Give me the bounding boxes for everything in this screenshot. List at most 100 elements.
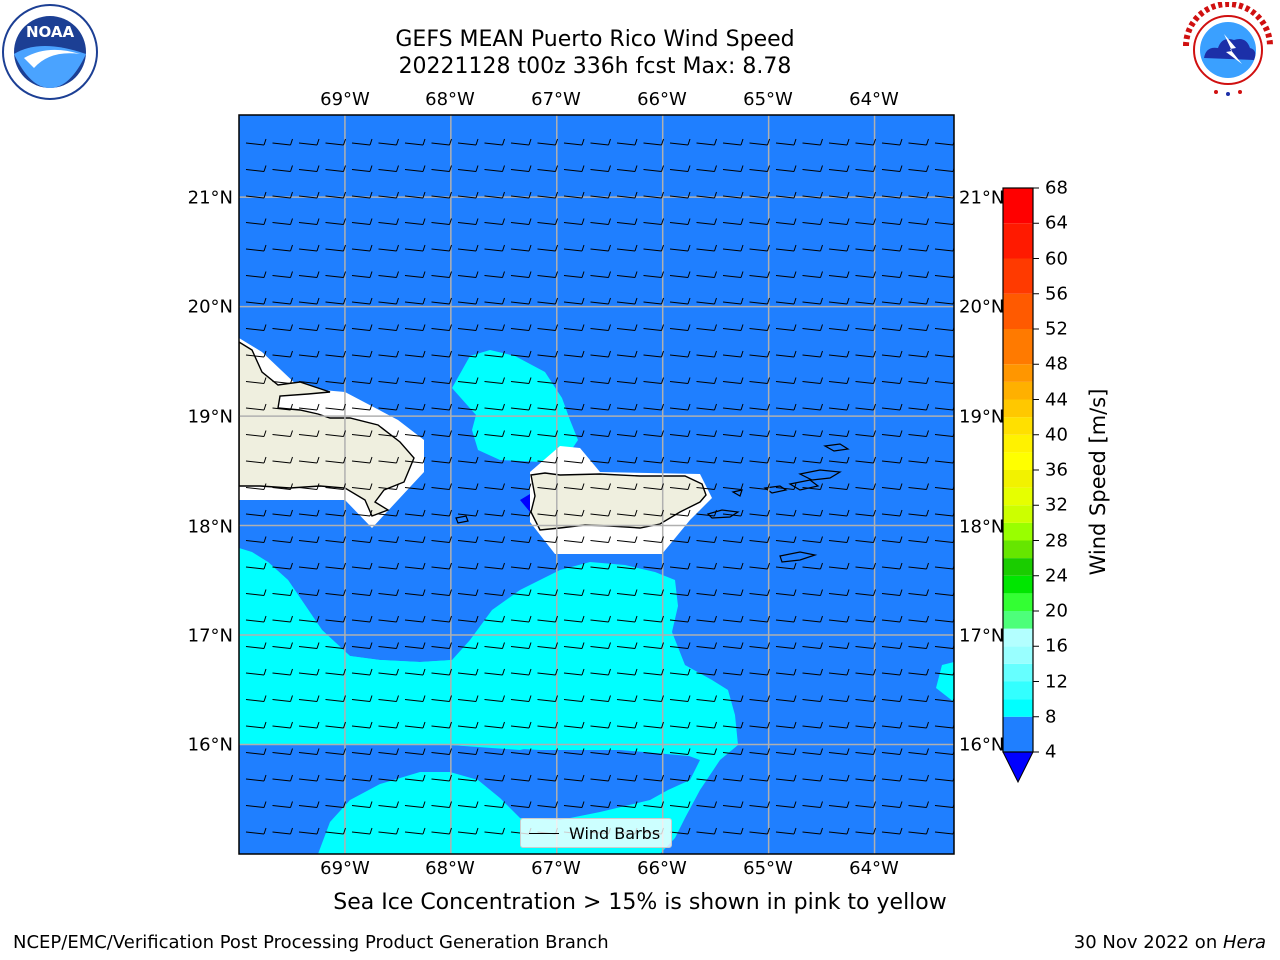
wind-barb (696, 191, 717, 199)
wind-barb (245, 271, 267, 278)
wind-barb (325, 774, 346, 782)
wind-barb (643, 668, 664, 676)
wind-barb (484, 350, 505, 358)
wind-barb (325, 748, 346, 755)
wind-barb (669, 615, 691, 623)
wind-barb (669, 350, 691, 358)
wind-barb (722, 589, 744, 596)
wind-barb (245, 244, 267, 252)
wind-barb (643, 377, 664, 384)
wind-barb (484, 138, 505, 146)
wind-barb (245, 138, 267, 146)
wind-barb (272, 483, 293, 490)
wind-barb (775, 589, 797, 596)
wind-barb (431, 509, 452, 517)
wind-barb (510, 801, 532, 808)
wind-barb (325, 801, 346, 808)
wind-barb (510, 536, 532, 543)
wind-barb (590, 615, 611, 623)
wind-barb (802, 244, 823, 252)
wind-barb (616, 509, 638, 517)
wind-barb (616, 801, 638, 808)
wind-barb (431, 403, 452, 411)
wind-barb (855, 377, 876, 384)
wind-barb (537, 218, 558, 225)
wind-barb (669, 827, 691, 835)
colorbar-segment (1003, 258, 1033, 294)
wind-barb (643, 403, 664, 411)
wind-barb (404, 562, 426, 570)
wind-barb (245, 615, 267, 623)
colorbar-tick-label: 40 (1045, 424, 1068, 446)
wind-barb (563, 509, 585, 517)
wind-barb (325, 642, 346, 649)
wind-barb (775, 430, 797, 437)
colorbar-tick-label: 32 (1045, 494, 1068, 516)
wind-barb (749, 695, 770, 702)
wind-barb (696, 801, 717, 808)
wind-barb (431, 191, 452, 199)
wind-barb (643, 536, 664, 543)
wind-barb (669, 218, 691, 225)
wind-barb (696, 748, 717, 755)
wind-barb (749, 138, 770, 146)
sea-ice-caption: Sea Ice Concentration > 15% is shown in … (333, 890, 947, 915)
lat-label-left-18n: 18°N (187, 516, 233, 538)
wind-barb (457, 827, 479, 835)
wind-barb (431, 297, 452, 305)
wind-barb (404, 350, 426, 358)
wind-barb (855, 483, 876, 490)
wind-barb (881, 589, 903, 596)
wind-barb (298, 244, 320, 252)
wind-barb (457, 483, 479, 490)
wind-barb (669, 774, 691, 782)
wind-barb (272, 271, 293, 278)
wind-barb (616, 138, 638, 146)
wind-barb (378, 191, 399, 199)
wind-barb (616, 536, 638, 543)
wind-barb (298, 403, 320, 411)
wind-barb (908, 801, 929, 808)
wind-barb (855, 271, 876, 278)
wind-barb (643, 589, 664, 596)
lon-label-bottom-64w: 64°W (849, 858, 899, 879)
wind-barb (325, 456, 346, 464)
wind-barb (802, 483, 823, 490)
wind-barb (404, 138, 426, 146)
wind-barb (484, 589, 505, 596)
wind-barb (828, 244, 850, 252)
colorbar-segment (1003, 593, 1033, 611)
wind-barb (749, 271, 770, 278)
wind-barb (537, 536, 558, 543)
wind-barb (855, 403, 876, 411)
wind-barb (272, 456, 293, 464)
wind-barb (404, 695, 426, 702)
wind-barb (272, 297, 293, 305)
colorbar-segment (1003, 540, 1033, 559)
wind-barb (802, 218, 823, 225)
mona-island-marker (520, 494, 530, 512)
wind-barb (855, 191, 876, 199)
wind-barb (378, 350, 399, 358)
wind-barb (643, 721, 664, 729)
wind-barb (696, 324, 717, 331)
wind-barb (378, 456, 399, 464)
wind-barb (431, 668, 452, 676)
wind-barb (722, 668, 744, 676)
wind-barb (696, 615, 717, 623)
wind-barb (828, 271, 850, 278)
wind-barb (484, 748, 505, 755)
wind-barb (616, 403, 638, 411)
wind-barb (351, 483, 373, 490)
wind-barb (537, 748, 558, 755)
wind-barb (378, 695, 399, 702)
wind-barb (881, 642, 903, 649)
wind-barb (855, 218, 876, 225)
wind-barb (563, 244, 585, 252)
wind-barb (510, 668, 532, 676)
wind-barb (590, 271, 611, 278)
wind-barb (431, 244, 452, 252)
lat-label-left-20n: 20°N (187, 296, 233, 318)
wind-barb (828, 536, 850, 543)
wind-barb (775, 138, 797, 146)
